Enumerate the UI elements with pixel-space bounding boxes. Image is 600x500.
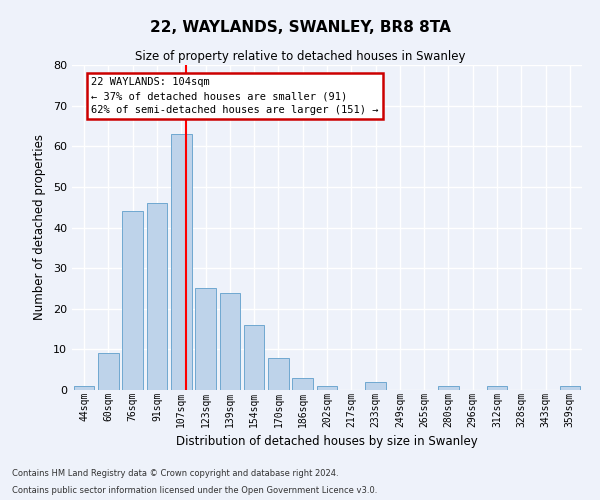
Text: Size of property relative to detached houses in Swanley: Size of property relative to detached ho… xyxy=(135,50,465,63)
Bar xyxy=(292,378,313,390)
Bar xyxy=(220,292,240,390)
Text: 22, WAYLANDS, SWANLEY, BR8 8TA: 22, WAYLANDS, SWANLEY, BR8 8TA xyxy=(149,20,451,35)
Bar xyxy=(74,386,94,390)
Bar xyxy=(438,386,459,390)
Bar xyxy=(98,354,119,390)
Bar xyxy=(487,386,508,390)
Bar xyxy=(244,325,265,390)
X-axis label: Distribution of detached houses by size in Swanley: Distribution of detached houses by size … xyxy=(176,435,478,448)
Bar xyxy=(171,134,191,390)
Bar xyxy=(560,386,580,390)
Bar xyxy=(365,382,386,390)
Bar xyxy=(195,288,216,390)
Bar xyxy=(122,211,143,390)
Y-axis label: Number of detached properties: Number of detached properties xyxy=(33,134,46,320)
Bar xyxy=(268,358,289,390)
Bar xyxy=(317,386,337,390)
Bar xyxy=(146,203,167,390)
Text: Contains public sector information licensed under the Open Government Licence v3: Contains public sector information licen… xyxy=(12,486,377,495)
Text: 22 WAYLANDS: 104sqm
← 37% of detached houses are smaller (91)
62% of semi-detach: 22 WAYLANDS: 104sqm ← 37% of detached ho… xyxy=(91,77,379,115)
Text: Contains HM Land Registry data © Crown copyright and database right 2024.: Contains HM Land Registry data © Crown c… xyxy=(12,468,338,477)
